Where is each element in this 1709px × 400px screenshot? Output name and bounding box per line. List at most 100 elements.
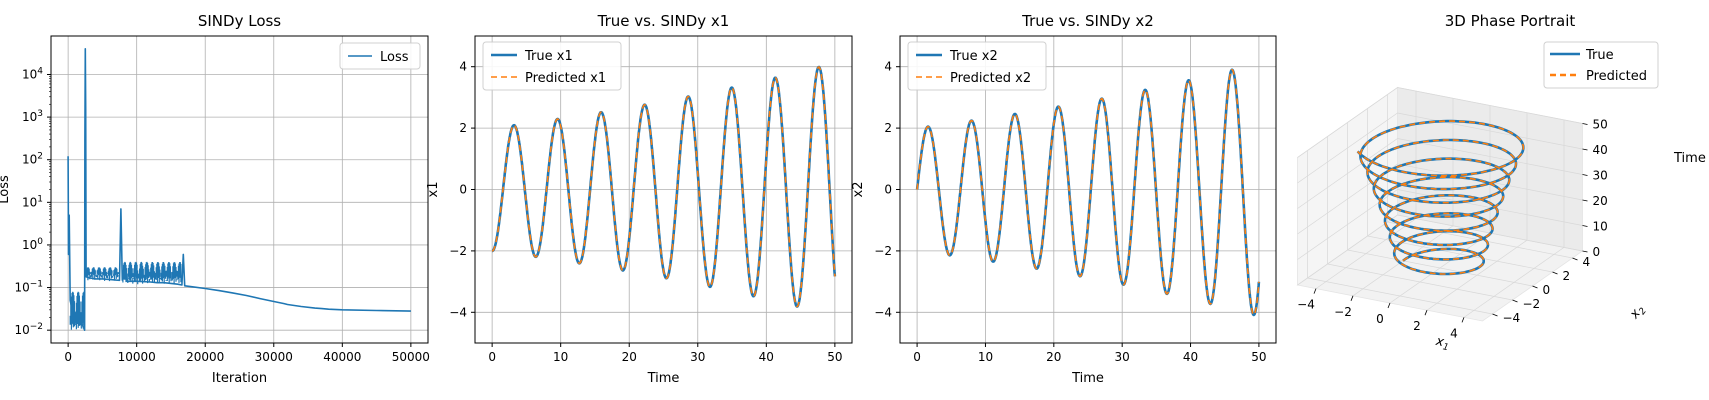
x2-tick-label: 4 <box>1583 255 1591 269</box>
x-tick-label: 10 <box>978 350 993 364</box>
x-axis-label: Time <box>647 371 680 386</box>
x-tick-label: 50 <box>827 350 842 364</box>
phase-portrait-3d: 3D Phase Portrait−4−2024−4−2024010203040… <box>1296 12 1706 354</box>
loss-noise-band <box>69 291 85 330</box>
x-axis-label: Time <box>1071 371 1104 386</box>
x-tick-label: 10 <box>553 350 568 364</box>
y-tick-label: −4 <box>874 305 892 319</box>
y-tick-exponent: 4 <box>37 66 43 76</box>
x1-tick-mark <box>1461 317 1465 323</box>
z-tick-mark <box>1582 148 1588 151</box>
y-axis-label: x2 <box>851 182 866 198</box>
floor-gridline <box>1367 235 1553 273</box>
legend-box <box>907 41 1047 91</box>
z-tick-label: 40 <box>1593 143 1608 157</box>
x2-tick-label: −4 <box>1503 311 1521 325</box>
side-gridline <box>1297 87 1398 158</box>
y-tick-base: 10 <box>22 195 37 209</box>
y-tick-label: 10−1 <box>14 280 43 295</box>
z-tick-label: 30 <box>1593 169 1608 183</box>
x-tick-label: 30000 <box>255 350 293 364</box>
x1-tick-label: 0 <box>1376 312 1384 326</box>
y-tick-label: 103 <box>22 109 43 124</box>
y-tick-label: −4 <box>449 305 467 319</box>
chart-title: SINDy Loss <box>198 12 281 30</box>
legend-box <box>482 41 622 91</box>
back-gridline <box>1397 138 1583 175</box>
y-tick-base: 10 <box>22 153 37 167</box>
x1-tick-label: −4 <box>1297 298 1315 312</box>
x-tick-label: 30 <box>690 350 705 364</box>
back-gridline <box>1397 112 1583 150</box>
loss-noise-band <box>85 267 120 282</box>
y-tick-exponent: 2 <box>37 152 43 162</box>
predicted-trajectory <box>1357 120 1525 275</box>
x-tick-label: 40 <box>1183 350 1198 364</box>
z-axis-label: Time <box>1673 151 1706 166</box>
y-tick-label: −2 <box>874 244 892 258</box>
x1-tick-label: 2 <box>1413 319 1421 333</box>
legend-label-true: True x1 <box>524 49 573 64</box>
y-tick-label: 0 <box>459 183 467 197</box>
x2-tick-label: −2 <box>1523 297 1541 311</box>
y-tick-base: 10 <box>14 323 29 337</box>
x1-chart: 0 10 20 30 40 50 −4 −2 0 2 4 True vs. SINDy x1 Time x… <box>426 12 853 386</box>
x-tick-label: 10000 <box>118 350 156 364</box>
legend-label-true: True <box>1585 48 1614 63</box>
z-tick-mark <box>1582 225 1588 227</box>
floor-gridline <box>1347 249 1533 287</box>
x2-chart: 0 10 20 30 40 50 −4 −2 0 2 4 True vs. SINDy x2 Time x… <box>851 12 1277 386</box>
loss-series-line <box>67 48 411 331</box>
x1-tick-mark <box>1313 288 1317 294</box>
side-gridline <box>1297 214 1398 286</box>
x-tick-label: 50000 <box>392 350 430 364</box>
x1-axis-label: x1 <box>1433 334 1451 354</box>
side-gridline <box>1297 112 1398 184</box>
floor-gridline <box>1307 277 1493 315</box>
x-tick-label: 20 <box>622 350 637 364</box>
loss-noise-band <box>121 261 182 285</box>
x2-tick-label: 2 <box>1563 269 1571 283</box>
y-tick-base: 10 <box>14 281 29 295</box>
y-tick-exponent: −2 <box>30 322 43 332</box>
back-gridline <box>1397 87 1583 124</box>
y-tick-base: 10 <box>22 238 37 252</box>
x2-axis-label: x2 <box>1627 302 1649 324</box>
y-tick-exponent: 3 <box>37 109 43 119</box>
z-tick-mark <box>1582 199 1588 202</box>
x1-tick-mark <box>1350 295 1354 301</box>
z-tick-label: 50 <box>1593 118 1608 132</box>
side-gridline <box>1297 138 1398 209</box>
z-tick-label: 0 <box>1593 245 1601 259</box>
x2-tick-mark <box>1532 285 1538 289</box>
y-tick-label: 0 <box>884 183 892 197</box>
y-tick-exponent: 1 <box>37 194 43 204</box>
x-tick-label: 20 <box>1046 350 1061 364</box>
legend-label-predicted: Predicted <box>1586 69 1647 84</box>
y-tick-label: −2 <box>449 244 467 258</box>
y-tick-exponent: 0 <box>37 237 43 247</box>
chart-title: True vs. SINDy x1 <box>597 12 730 30</box>
y-tick-exponent: −1 <box>30 280 43 290</box>
y-tick-label: 2 <box>884 121 892 135</box>
x2-tick-label: 0 <box>1543 283 1551 297</box>
x1-tick-mark <box>1387 302 1391 309</box>
y-tick-base: 10 <box>22 67 37 81</box>
z-tick-label: 10 <box>1593 220 1608 234</box>
y-tick-label: 2 <box>459 121 467 135</box>
legend-box <box>339 42 421 70</box>
x-tick-label: 0 <box>64 350 72 364</box>
x2-tick-mark <box>1512 299 1518 303</box>
predicted-series-line <box>492 66 836 308</box>
loss-chart: 0 10000 20000 30000 40000 5000010−210−1100101… <box>0 12 430 386</box>
x1-tick-label: 4 <box>1450 326 1458 340</box>
legend-label-predicted: Predicted x2 <box>950 71 1031 86</box>
true-series-line <box>915 68 1261 317</box>
y-tick-base: 10 <box>22 110 37 124</box>
axes-frame <box>474 35 853 344</box>
y-tick-label: 104 <box>22 66 43 81</box>
axes-frame <box>899 35 1277 344</box>
y-axis-label: x1 <box>426 182 441 198</box>
x-axis-label: Iteration <box>212 371 267 386</box>
